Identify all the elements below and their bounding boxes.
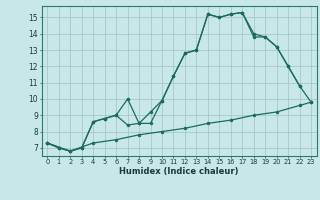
X-axis label: Humidex (Indice chaleur): Humidex (Indice chaleur) — [119, 167, 239, 176]
